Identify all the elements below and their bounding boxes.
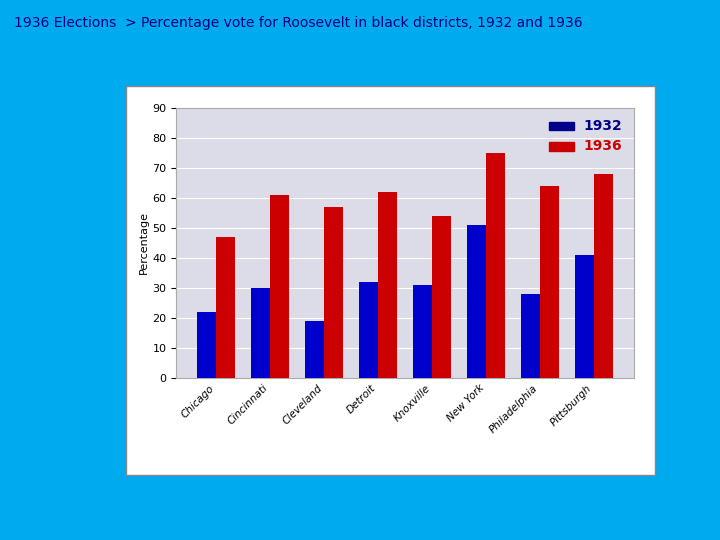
Bar [486, 153, 505, 378]
Bar [251, 288, 270, 378]
Bar [575, 255, 594, 378]
Bar [378, 192, 397, 378]
Y-axis label: Percentage: Percentage [138, 212, 148, 274]
Bar [305, 321, 324, 378]
Bar [359, 282, 378, 378]
Bar [270, 195, 289, 378]
Bar [467, 225, 486, 378]
Bar [432, 216, 451, 378]
Bar [324, 207, 343, 378]
Bar [521, 294, 540, 378]
Bar [594, 174, 613, 378]
Text: 1936 Elections  > Percentage vote for Roosevelt in black districts, 1932 and 193: 1936 Elections > Percentage vote for Roo… [14, 16, 583, 30]
Legend: 1932, 1936: 1932, 1936 [544, 114, 627, 159]
Bar [540, 186, 559, 378]
Bar [216, 237, 235, 378]
Bar [413, 285, 432, 378]
Bar [197, 312, 216, 378]
